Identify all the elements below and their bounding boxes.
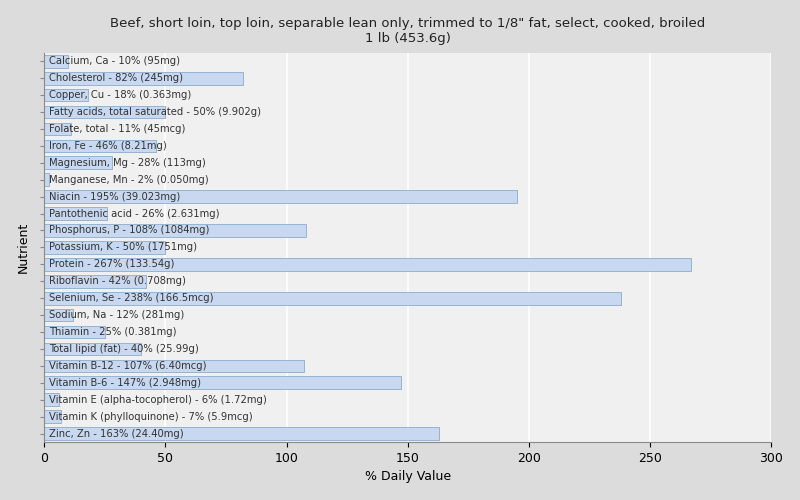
Text: Total lipid (fat) - 40% (25.99g): Total lipid (fat) - 40% (25.99g) [49, 344, 199, 354]
Text: Vitamin K (phylloquinone) - 7% (5.9mcg): Vitamin K (phylloquinone) - 7% (5.9mcg) [49, 412, 253, 422]
Bar [44, 360, 303, 372]
Text: Manganese, Mn - 2% (0.050mg): Manganese, Mn - 2% (0.050mg) [49, 174, 209, 184]
Bar [44, 106, 166, 118]
Bar [44, 88, 88, 102]
Bar [44, 342, 142, 355]
Bar [44, 174, 49, 186]
Text: Sodium, Na - 12% (281mg): Sodium, Na - 12% (281mg) [49, 310, 184, 320]
Text: Riboflavin - 42% (0.708mg): Riboflavin - 42% (0.708mg) [49, 276, 186, 286]
Bar [44, 207, 107, 220]
Text: Fatty acids, total saturated - 50% (9.902g): Fatty acids, total saturated - 50% (9.90… [49, 107, 261, 117]
Bar [44, 224, 306, 237]
Bar [44, 394, 58, 406]
Text: Selenium, Se - 238% (166.5mcg): Selenium, Se - 238% (166.5mcg) [49, 293, 214, 303]
Text: Copper, Cu - 18% (0.363mg): Copper, Cu - 18% (0.363mg) [49, 90, 191, 100]
Text: Vitamin B-12 - 107% (6.40mcg): Vitamin B-12 - 107% (6.40mcg) [49, 361, 206, 371]
Text: Niacin - 195% (39.023mg): Niacin - 195% (39.023mg) [49, 192, 180, 202]
Y-axis label: Nutrient: Nutrient [17, 222, 30, 273]
Text: Thiamin - 25% (0.381mg): Thiamin - 25% (0.381mg) [49, 327, 177, 337]
Bar [44, 122, 71, 136]
Text: Phosphorus, P - 108% (1084mg): Phosphorus, P - 108% (1084mg) [49, 226, 210, 235]
Bar [44, 326, 105, 338]
Text: Pantothenic acid - 26% (2.631mg): Pantothenic acid - 26% (2.631mg) [49, 208, 219, 218]
Bar [44, 190, 517, 203]
Text: Zinc, Zn - 163% (24.40mg): Zinc, Zn - 163% (24.40mg) [49, 428, 184, 438]
Bar [44, 72, 243, 85]
Bar [44, 140, 156, 152]
Bar [44, 258, 691, 270]
Text: Potassium, K - 50% (1751mg): Potassium, K - 50% (1751mg) [49, 242, 197, 252]
Bar [44, 292, 621, 304]
Text: Cholesterol - 82% (245mg): Cholesterol - 82% (245mg) [49, 73, 183, 83]
Text: Magnesium, Mg - 28% (113mg): Magnesium, Mg - 28% (113mg) [49, 158, 206, 168]
Title: Beef, short loin, top loin, separable lean only, trimmed to 1/8" fat, select, co: Beef, short loin, top loin, separable le… [110, 16, 706, 44]
Bar [44, 241, 166, 254]
Text: Protein - 267% (133.54g): Protein - 267% (133.54g) [49, 260, 174, 270]
Bar [44, 156, 112, 169]
Text: Calcium, Ca - 10% (95mg): Calcium, Ca - 10% (95mg) [49, 56, 180, 66]
Text: Iron, Fe - 46% (8.21mg): Iron, Fe - 46% (8.21mg) [49, 141, 167, 151]
Text: Vitamin E (alpha-tocopherol) - 6% (1.72mg): Vitamin E (alpha-tocopherol) - 6% (1.72m… [49, 394, 267, 404]
Bar [44, 427, 439, 440]
Bar [44, 309, 74, 322]
Text: Folate, total - 11% (45mcg): Folate, total - 11% (45mcg) [49, 124, 186, 134]
Text: Vitamin B-6 - 147% (2.948mg): Vitamin B-6 - 147% (2.948mg) [49, 378, 201, 388]
Bar [44, 410, 62, 423]
Bar [44, 275, 146, 287]
X-axis label: % Daily Value: % Daily Value [365, 470, 451, 484]
Bar [44, 55, 69, 68]
Bar [44, 376, 401, 389]
